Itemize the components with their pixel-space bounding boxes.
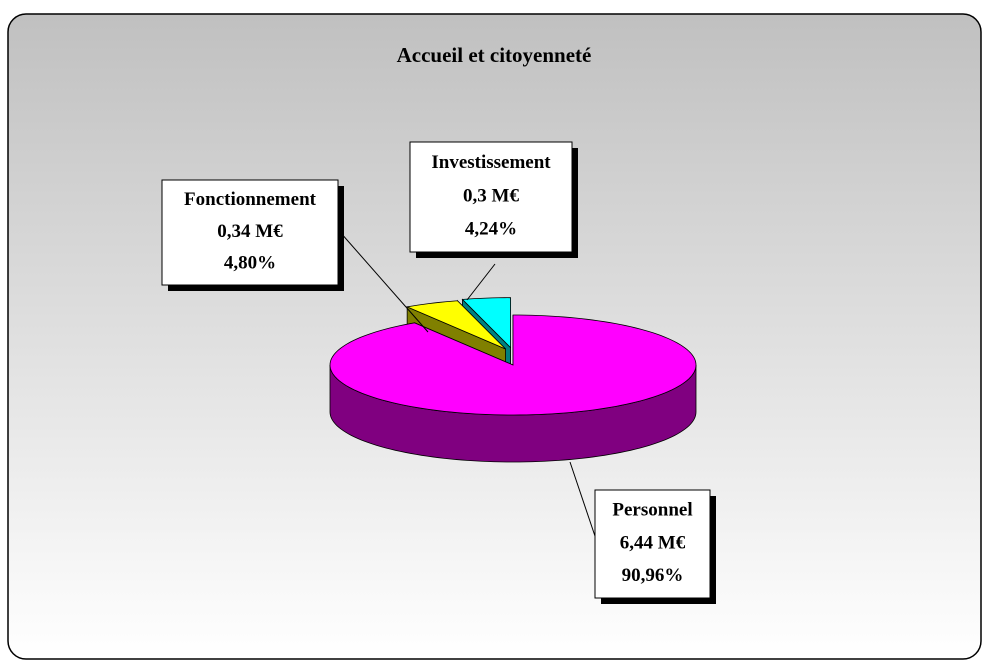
leader-line: [339, 231, 429, 333]
slice: [461, 297, 511, 349]
slice: [405, 300, 506, 350]
leader-line: [466, 263, 496, 301]
data-label: 90,96%: [622, 565, 684, 586]
chart-title: Accueil et citoyenneté: [397, 43, 592, 67]
data-label: Fonctionnement: [184, 189, 317, 210]
data-label: Personnel: [612, 500, 692, 521]
data-label: 0,3 M€: [463, 185, 519, 206]
data-label: 4,24%: [465, 219, 517, 240]
label-box: [161, 179, 339, 286]
data-label: 6,44 M€: [620, 532, 686, 553]
leader-line: [569, 461, 599, 546]
data-label: Investissement: [431, 152, 551, 173]
slice: [329, 314, 697, 416]
label-box: [409, 141, 573, 253]
data-label: 0,34 M€: [217, 221, 283, 242]
label-box: [594, 489, 711, 599]
data-label: 4,80%: [224, 253, 276, 274]
